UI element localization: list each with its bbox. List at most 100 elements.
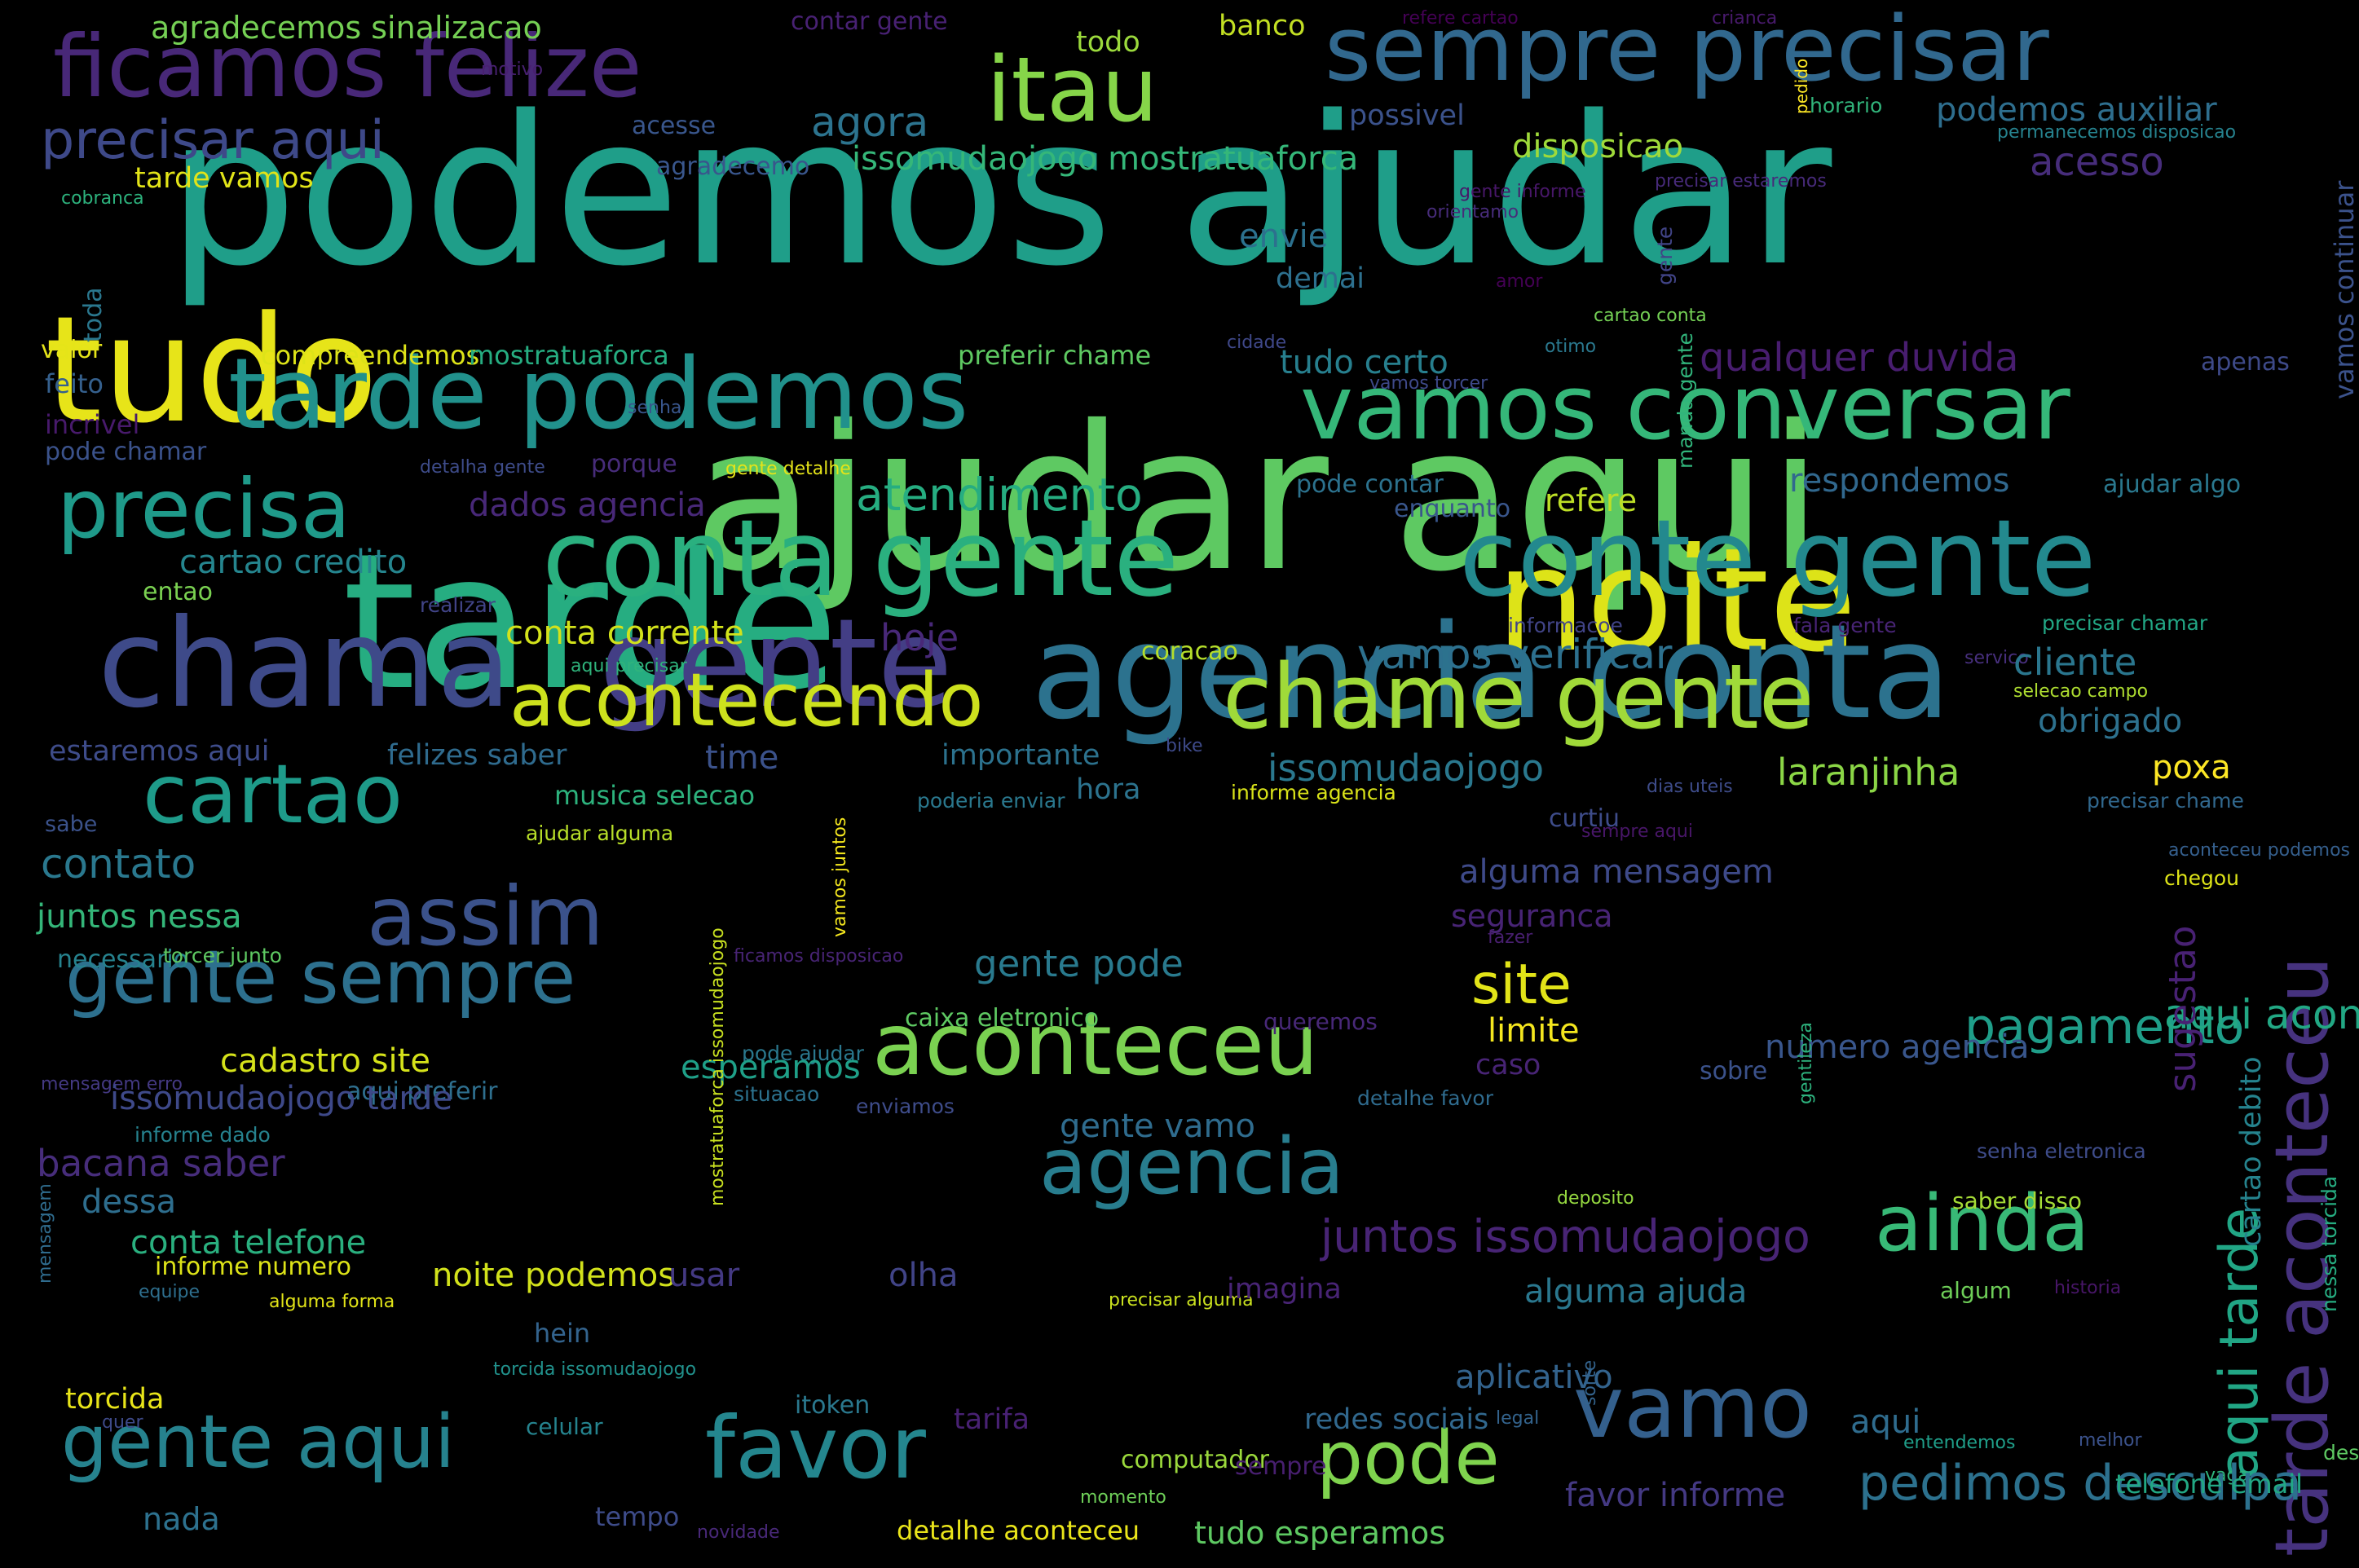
cloud-word: precisar alguma bbox=[1109, 1290, 1254, 1310]
cloud-word: legal bbox=[1496, 1408, 1540, 1429]
cloud-word: numero agencia bbox=[1765, 1028, 2030, 1066]
cloud-word: feito bbox=[45, 368, 104, 399]
cloud-word: aqui tarde bbox=[2209, 1207, 2270, 1479]
cloud-word: pagamento bbox=[1964, 998, 2245, 1055]
cloud-word: novidade bbox=[697, 1522, 780, 1543]
cloud-word: podemos ajudar bbox=[167, 73, 1832, 311]
cloud-word: contato bbox=[41, 840, 196, 888]
cloud-word: poxa bbox=[2152, 749, 2231, 786]
cloud-word: algum bbox=[1940, 1277, 2012, 1304]
cloud-word: alguma mensagem bbox=[1459, 853, 1774, 891]
cloud-word: qualquer duvida bbox=[1700, 335, 2019, 381]
cloud-word: curtiu bbox=[1549, 804, 1620, 833]
cloud-word: caixa eletronico bbox=[905, 1004, 1100, 1033]
cloud-word: celular bbox=[526, 1413, 603, 1440]
cloud-word: hein bbox=[534, 1318, 591, 1349]
cloud-word: manda gente bbox=[1673, 333, 1697, 469]
cloud-word: preferir chame bbox=[958, 340, 1152, 371]
cloud-word: alguma ajuda bbox=[1524, 1273, 1748, 1310]
cloud-word: tudo certo bbox=[1280, 344, 1448, 381]
cloud-word: issomudaojogo tarde bbox=[110, 1080, 453, 1117]
cloud-word: coracao bbox=[1141, 637, 1238, 666]
cloud-word: precisar aqui bbox=[41, 110, 385, 171]
cloud-word: bacana saber bbox=[37, 1142, 285, 1185]
cloud-word: precisar chamar bbox=[2042, 611, 2208, 635]
cloud-word: demai bbox=[1276, 262, 1365, 295]
cloud-word: porque bbox=[591, 450, 677, 478]
cloud-word: envie bbox=[1239, 218, 1329, 255]
cloud-word: vamos conversar bbox=[1300, 355, 2070, 460]
cloud-word: itau bbox=[986, 37, 1158, 142]
cloud-word: podemos auxiliar bbox=[1936, 91, 2217, 129]
cloud-word: sorte bbox=[1580, 1359, 1600, 1406]
cloud-word: usar bbox=[668, 1257, 740, 1294]
cloud-word: sempre precisar bbox=[1325, 0, 2049, 101]
cloud-word: tarifa bbox=[954, 1403, 1030, 1436]
cloud-word: cliente bbox=[2013, 641, 2137, 684]
cloud-word: torcida bbox=[65, 1383, 165, 1416]
cloud-word: favor bbox=[705, 1398, 926, 1498]
cloud-word: enviamos bbox=[856, 1095, 955, 1118]
cloud-word: todo bbox=[1076, 26, 1140, 59]
cloud-word: vaga bbox=[2205, 1465, 2249, 1486]
cloud-word: cadastro site bbox=[220, 1042, 430, 1080]
cloud-word: estaremos aqui bbox=[49, 735, 270, 768]
cloud-word: pode chamar bbox=[45, 438, 207, 466]
cloud-word: pode bbox=[1316, 1416, 1500, 1501]
cloud-word: gente informe bbox=[1459, 182, 1586, 202]
cloud-word: acontecendo bbox=[509, 658, 984, 743]
cloud-word: site bbox=[1471, 953, 1572, 1017]
cloud-word: aconteceu podemos bbox=[2168, 840, 2350, 861]
cloud-word: tarde vamos bbox=[134, 162, 314, 195]
cloud-word: tempo bbox=[595, 1501, 680, 1532]
cloud-word: refere bbox=[1545, 482, 1638, 518]
cloud-word: possivel bbox=[1349, 99, 1465, 132]
cloud-word: seguranca bbox=[1451, 898, 1613, 934]
cloud-word: detalhe favor bbox=[1357, 1086, 1493, 1110]
cloud-word: informe numero bbox=[155, 1253, 352, 1281]
cloud-word: conta telefone bbox=[130, 1224, 367, 1262]
cloud-word: cartao credito bbox=[179, 544, 408, 581]
cloud-word: pedido bbox=[1792, 58, 1811, 114]
cloud-word: permanecemos disposicao bbox=[1997, 122, 2237, 143]
cloud-word: deposito bbox=[1557, 1188, 1634, 1209]
cloud-word: noite bbox=[1496, 518, 1857, 684]
cloud-word: assim bbox=[367, 869, 604, 964]
cloud-word: sobre bbox=[1700, 1057, 1768, 1086]
cloud-word: musica selecao bbox=[554, 780, 756, 811]
cloud-word: poderia enviar bbox=[917, 789, 1065, 813]
cloud-word: senha eletronica bbox=[1977, 1139, 2146, 1163]
cloud-word: otimo bbox=[1545, 337, 1597, 357]
cloud-word: chegou bbox=[2164, 866, 2239, 890]
cloud-word: precisar chame bbox=[2087, 789, 2244, 813]
cloud-word: aconteceu bbox=[872, 995, 1319, 1095]
cloud-word: refere cartao bbox=[1402, 8, 1519, 29]
cloud-word: situacao bbox=[734, 1082, 820, 1106]
cloud-word: realizar bbox=[420, 593, 496, 617]
cloud-word: saber disso bbox=[1952, 1187, 2083, 1214]
cloud-word: time bbox=[705, 739, 779, 777]
cloud-word: vamos continuar bbox=[2329, 180, 2359, 399]
cloud-word: agencia bbox=[1039, 1122, 1345, 1212]
cloud-word: agora bbox=[811, 99, 929, 146]
cloud-word: toda bbox=[79, 287, 108, 342]
cloud-word: melhor bbox=[2079, 1430, 2142, 1451]
cloud-word: agradecemo bbox=[656, 152, 810, 181]
cloud-word: sempre bbox=[1235, 1452, 1327, 1481]
cloud-word: chame gente bbox=[1223, 645, 1814, 749]
cloud-word: quer bbox=[102, 1412, 143, 1433]
cloud-word: valor bbox=[41, 336, 103, 364]
cloud-word: juntos nessa bbox=[37, 898, 242, 936]
cloud-word: acesso bbox=[2030, 139, 2164, 185]
cloud-word: ajudar alguma bbox=[526, 821, 674, 845]
cloud-word: compreendemos bbox=[261, 340, 480, 371]
cloud-word: equipe bbox=[139, 1282, 201, 1302]
cloud-word: vamo bbox=[1573, 1358, 1813, 1457]
cloud-word: itoken bbox=[795, 1391, 871, 1420]
cloud-word: alguma forma bbox=[269, 1292, 395, 1312]
cloud-word: obrigado bbox=[2038, 703, 2183, 740]
cloud-word: cartao debito bbox=[2235, 1056, 2268, 1247]
cloud-word: gentileza bbox=[1796, 1022, 1816, 1104]
cloud-word: gente bbox=[599, 593, 953, 735]
